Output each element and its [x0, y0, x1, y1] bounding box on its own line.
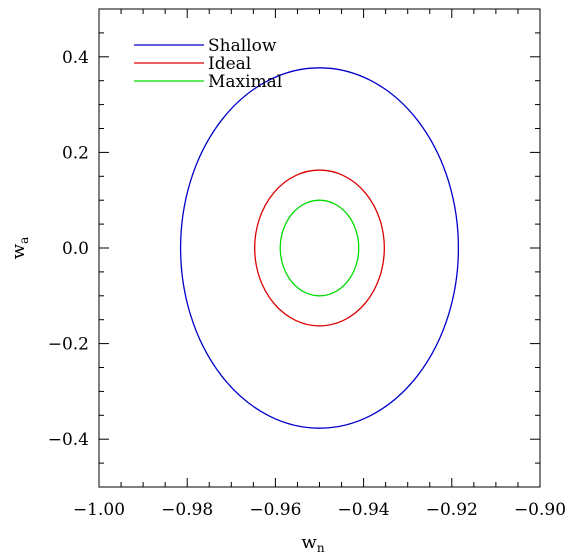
x-axis-title: wn	[301, 532, 324, 554]
y-tick-label: 0.0	[62, 239, 89, 259]
x-tick-label: −1.00	[73, 500, 125, 520]
legend-label-maximal: Maximal	[208, 72, 282, 92]
x-axis-title-sub: n	[317, 541, 325, 554]
x-tick-label: −0.94	[338, 500, 390, 520]
y-axis-title: wa	[8, 237, 31, 260]
x-tick-label: −0.90	[514, 500, 566, 520]
tick-labels: −1.00 −0.98 −0.96 −0.94 −0.92 −0.90 −0.4 −0.2 0.…	[48, 48, 566, 520]
legend-label-ideal: Ideal	[208, 54, 251, 74]
x-tick-label: −0.92	[426, 500, 478, 520]
contour-maximal	[279, 199, 360, 297]
contour-shallow	[179, 67, 460, 429]
y-tick-label: 0.4	[62, 48, 89, 68]
y-tick-label: −0.4	[48, 430, 89, 450]
y-axis-title-sub: a	[17, 237, 31, 244]
contour-curves	[179, 67, 460, 429]
contour-ideal	[254, 169, 385, 327]
x-tick-label: −0.98	[161, 500, 213, 520]
y-axis-title-main: w	[8, 243, 29, 259]
x-tick-label: −0.96	[249, 500, 301, 520]
legend-label-shallow: Shallow	[208, 36, 277, 56]
x-axis-title-main: w	[301, 532, 317, 553]
y-tick-label: −0.2	[48, 335, 89, 355]
y-tick-label: 0.2	[62, 143, 89, 163]
axis-ticks	[98, 8, 541, 488]
